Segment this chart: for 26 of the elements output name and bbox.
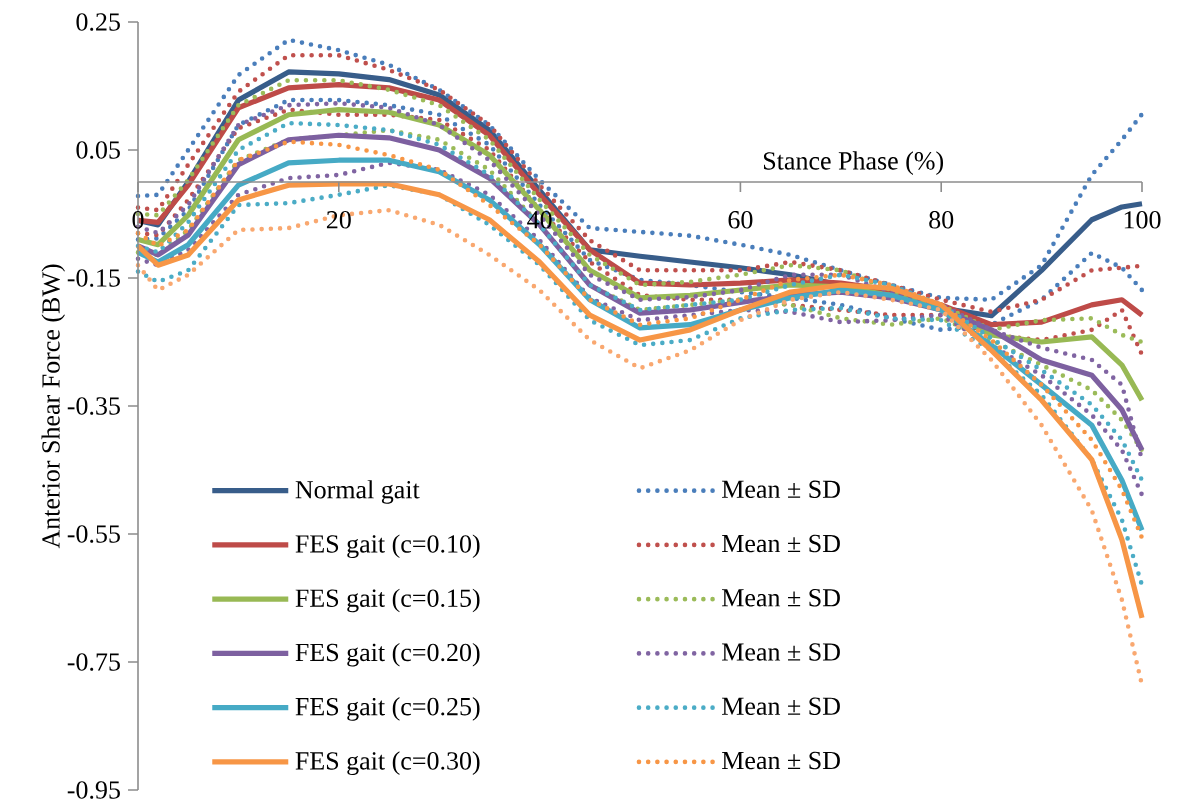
- legend-label: FES gait (c=0.15): [295, 588, 480, 613]
- legend-label: Mean ± SD: [722, 480, 840, 499]
- y-tick-label: -0.15: [67, 269, 120, 287]
- x-tick-label: 60: [728, 211, 753, 229]
- legend-label: Mean ± SD: [722, 697, 840, 715]
- legend-label: Mean ± SD: [722, 534, 840, 553]
- legend-label: FES gait (c=0.20): [295, 642, 480, 667]
- y-tick-label: 0.05: [76, 141, 120, 159]
- y-tick-label: 0.25: [76, 13, 120, 31]
- legend-label: Mean ± SD: [722, 643, 840, 661]
- x-tick-label: 20: [326, 211, 351, 229]
- legend-label: FES gait (c=0.30): [295, 751, 480, 775]
- legend-label: Normal gait: [295, 480, 420, 504]
- y-tick-label: -0.75: [67, 653, 120, 671]
- x-tick-label: 80: [929, 211, 954, 229]
- y-tick-label: -0.35: [67, 397, 120, 415]
- y-tick-label: -0.95: [67, 781, 120, 799]
- legend-label: Mean ± SD: [722, 589, 840, 607]
- x-tick-label: 0: [132, 211, 144, 229]
- y-axis-title: Anterior Shear Force (BW): [41, 264, 66, 549]
- y-tick-label: -0.55: [67, 525, 120, 543]
- x-tick-label: 100: [1124, 211, 1161, 229]
- x-axis-title: Stance Phase (%): [763, 151, 944, 175]
- legend-label: FES gait (c=0.25): [295, 697, 480, 721]
- legend-label: Mean ± SD: [722, 751, 840, 770]
- legend-label: FES gait (c=0.10): [295, 534, 480, 559]
